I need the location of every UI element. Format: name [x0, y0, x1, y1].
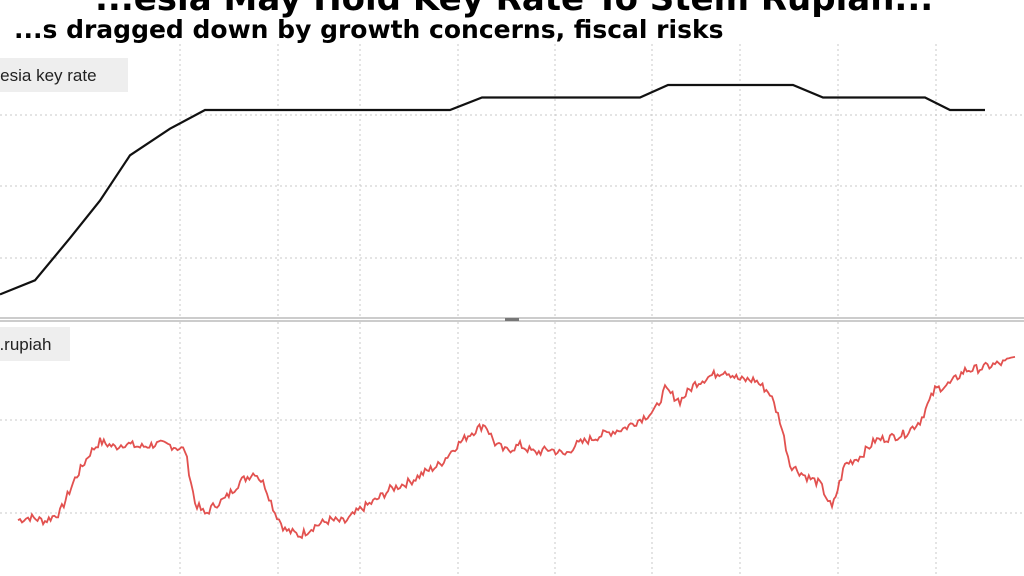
- rupiah-panel: ...rupiah: [0, 322, 1024, 576]
- key-rate-line: [0, 83, 985, 296]
- key-rate-legend-box: [0, 58, 128, 92]
- rupiah-line: [17, 356, 1016, 540]
- chart-title: ...esia May Hold Key Rate To Stem Rupiah…: [95, 0, 933, 19]
- rupiah-legend-box: [0, 327, 70, 361]
- key-rate-legend-label: ...esia key rate: [0, 66, 97, 85]
- key-rate-grid: [0, 44, 1024, 317]
- rupiah-grid: [0, 322, 1024, 576]
- key-rate-panel: ...esia key rate: [0, 44, 1024, 317]
- panel-divider: [0, 317, 1024, 322]
- chart-subtitle: ...s dragged down by growth concerns, fi…: [14, 15, 723, 44]
- rupiah-legend-label: ...rupiah: [0, 335, 51, 354]
